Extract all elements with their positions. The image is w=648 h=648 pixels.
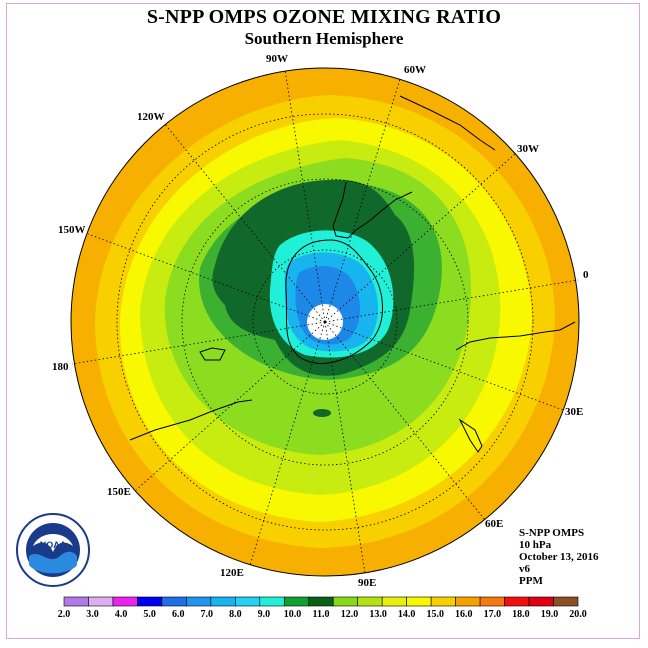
- lon-label-180: 180: [52, 361, 69, 373]
- logo-wave-icon: [29, 551, 77, 574]
- colorbar-swatch: [308, 596, 334, 607]
- colorbar-swatch: [186, 596, 212, 607]
- coastline-antarctica: [285, 239, 384, 364]
- longitude-labels: 90W 60W 30W 0 30E 60E 90E 120E 150E 180 …: [52, 53, 589, 589]
- colorbar-swatch: [430, 596, 456, 607]
- coastline-madagascar: [458, 418, 483, 453]
- colorbar-label: 18.0: [512, 609, 530, 620]
- colorbar-swatch: [210, 596, 236, 607]
- colorbar-swatch: [283, 596, 310, 607]
- colorbar-label: 20.0: [569, 609, 587, 620]
- coastline-australia: [129, 399, 253, 441]
- colorbar-label: 15.0: [426, 609, 444, 620]
- figure-frame: [6, 3, 640, 639]
- lon-label-150w: 150W: [58, 224, 86, 236]
- info-box: S-NPP OMPS 10 hPa October 13, 2016 v6 PP…: [519, 527, 599, 587]
- logo-text: NOAA: [40, 540, 67, 550]
- colorbar-swatch: [406, 596, 432, 607]
- coastline-south-america: [332, 181, 413, 239]
- colorbar-label: 6.0: [172, 609, 185, 620]
- colorbar-label: 4.0: [115, 609, 128, 620]
- map-title: S-NPP OMPS OZONE MIXING RATIO: [146, 6, 502, 28]
- meridian-120w: [164, 123, 326, 323]
- meridian-180: [71, 321, 326, 365]
- colorbar-label: 7.0: [201, 609, 214, 620]
- info-units: PPM: [519, 575, 543, 587]
- latitude-circle-1: [252, 249, 398, 395]
- colorbar-label: 17.0: [484, 609, 502, 620]
- colorbar-swatch: [235, 596, 261, 607]
- colorbar-swatch: [137, 596, 163, 607]
- map-subtitle: Southern Hemisphere: [244, 29, 404, 48]
- info-version: v6: [519, 563, 531, 575]
- coastline-new-zealand: [199, 347, 226, 361]
- meridian-0: [324, 279, 579, 323]
- colorbar-swatch: [455, 596, 481, 607]
- colorbar-label: 3.0: [86, 609, 99, 620]
- lon-label-60e: 60E: [485, 518, 503, 530]
- lon-label-90e: 90E: [358, 577, 376, 589]
- colorbar: 2.0 3.0 4.0 5.0 6.0 7.0 8.0 9.0 10.0 11.0 12.0 13.0…: [58, 596, 587, 620]
- latitude-circle-2: [181, 178, 469, 466]
- coastline-africa: [455, 321, 576, 351]
- colorbar-label: 16.0: [455, 609, 473, 620]
- info-date: October 13, 2016: [519, 551, 599, 563]
- colorbar-label: 8.0: [229, 609, 242, 620]
- colorbar-label: 9.0: [258, 609, 271, 620]
- colorbar-swatch: [553, 596, 579, 607]
- graticule: [71, 69, 579, 574]
- meridian-60e: [324, 321, 486, 521]
- map-border: [70, 67, 580, 577]
- colorbar-swatch: [504, 596, 530, 607]
- colorbar-label: 10.0: [284, 609, 302, 620]
- info-instrument: S-NPP OMPS: [519, 527, 584, 539]
- lon-label-150e: 150E: [107, 486, 131, 498]
- colorbar-swatch: [479, 596, 505, 607]
- colorbar-swatch: [88, 596, 114, 607]
- lon-label-0: 0: [583, 269, 589, 281]
- colorbar-swatch: [357, 596, 383, 607]
- colorbar-label: 2.0: [58, 609, 71, 620]
- coastline-brazil: [399, 95, 496, 151]
- meridian-90w: [284, 69, 326, 323]
- colorbar-label: 13.0: [369, 609, 387, 620]
- lon-label-120w: 120W: [137, 111, 165, 123]
- colorbar-swatch: [528, 596, 554, 607]
- lon-label-90w: 90W: [266, 53, 288, 65]
- contour-small-dark-green: [313, 409, 331, 417]
- logo-bird-icon: [33, 534, 73, 552]
- colorbar-label: 14.0: [398, 609, 416, 620]
- lon-label-30w: 30W: [517, 143, 539, 155]
- lon-label-120e: 120E: [220, 567, 244, 579]
- colorbar-label: 12.0: [341, 609, 359, 620]
- colorbar-swatch: [161, 596, 187, 607]
- info-pressure: 10 hPa: [519, 539, 552, 551]
- colorbar-label: 5.0: [143, 609, 156, 620]
- noaa-logo: NOAA: [16, 513, 90, 587]
- colorbar-swatch: [332, 596, 359, 607]
- colorbar-swatch: [63, 596, 89, 607]
- colorbar-swatch: [259, 596, 285, 607]
- colorbar-label: 11.0: [313, 609, 330, 620]
- coastlines: [129, 95, 576, 453]
- latitude-circle-3: [116, 113, 534, 531]
- colorbar-swatch: [112, 596, 138, 607]
- colorbar-label: 19.0: [541, 609, 559, 620]
- ozone-contours: [71, 68, 579, 576]
- colorbar-swatch: [381, 596, 407, 607]
- lon-label-30e: 30E: [565, 406, 583, 418]
- lon-label-60w: 60W: [404, 64, 426, 76]
